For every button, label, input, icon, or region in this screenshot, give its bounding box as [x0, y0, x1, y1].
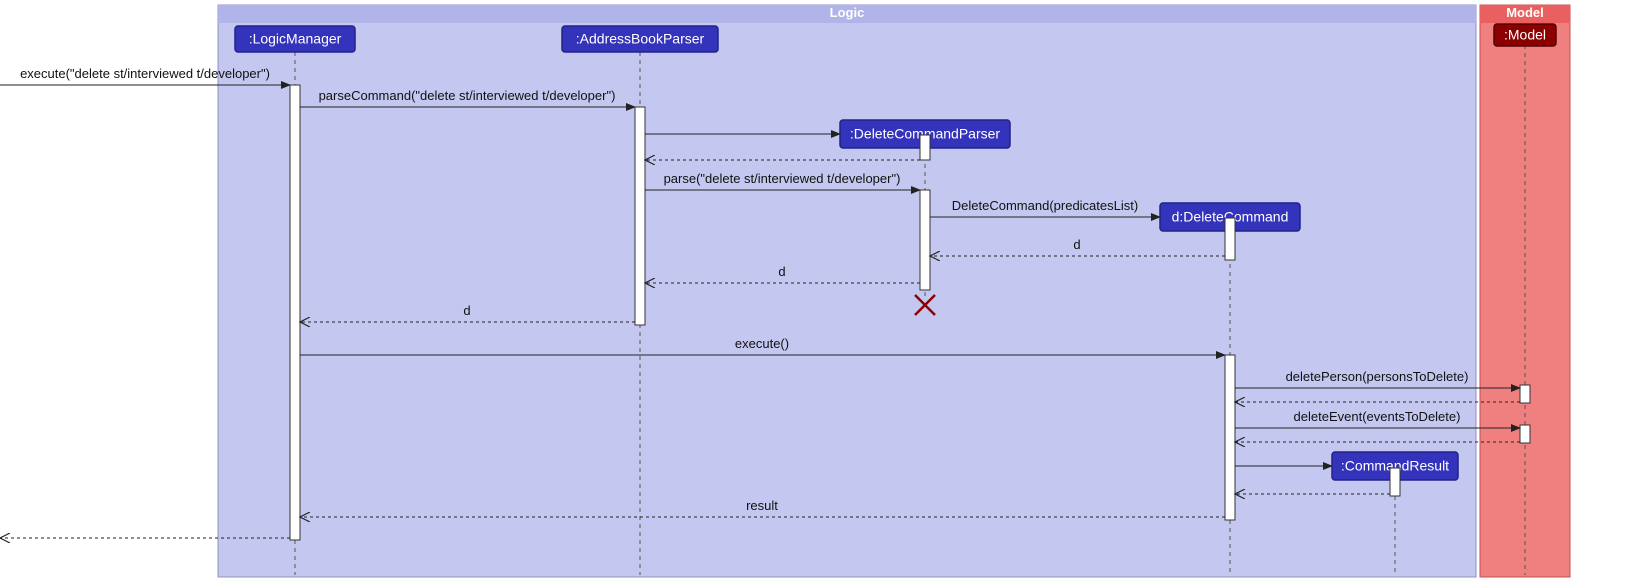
svg-text::AddressBookParser: :AddressBookParser [576, 31, 705, 47]
region-model: Model [1480, 5, 1570, 577]
ret-result-label: result [746, 498, 778, 513]
ret-d-3-label: d [463, 303, 470, 318]
msg-execute-in-label: execute("delete st/interviewed t/develop… [20, 66, 270, 81]
svg-text::LogicManager: :LogicManager [249, 31, 342, 47]
activation-commandresult [1390, 468, 1400, 496]
activation-addressbookparser [635, 107, 645, 325]
msg-parsecommand-label: parseCommand("delete st/interviewed t/de… [319, 88, 616, 103]
sequence-diagram: Logic Model :LogicManager :AddressBookPa… [0, 0, 1625, 581]
msg-deleteevent-label: deleteEvent(eventsToDelete) [1294, 409, 1461, 424]
ret-d-1-label: d [1073, 237, 1080, 252]
ret-d-2-label: d [778, 264, 785, 279]
svg-text::Model: :Model [1504, 27, 1546, 43]
msg-parse-label: parse("delete st/interviewed t/developer… [664, 171, 901, 186]
activation-logicmanager [290, 85, 300, 540]
msg-deletecommand-ctor-label: DeleteCommand(predicatesList) [952, 198, 1138, 213]
activation-deletecommandparser-2 [920, 190, 930, 290]
activation-model-2 [1520, 425, 1530, 443]
activation-model-1 [1520, 385, 1530, 403]
msg-execute-label: execute() [735, 336, 789, 351]
region-logic-title: Logic [830, 5, 865, 20]
msg-deleteperson-label: deletePerson(personsToDelete) [1286, 369, 1469, 384]
participant-logicmanager: :LogicManager [235, 26, 355, 52]
participant-model: :Model [1494, 24, 1556, 46]
region-model-title: Model [1506, 5, 1544, 20]
activation-deletecommand-2 [1225, 355, 1235, 520]
participant-addressbookparser: :AddressBookParser [562, 26, 718, 52]
activation-deletecommandparser-1 [920, 135, 930, 160]
activation-deletecommand-1 [1225, 218, 1235, 260]
